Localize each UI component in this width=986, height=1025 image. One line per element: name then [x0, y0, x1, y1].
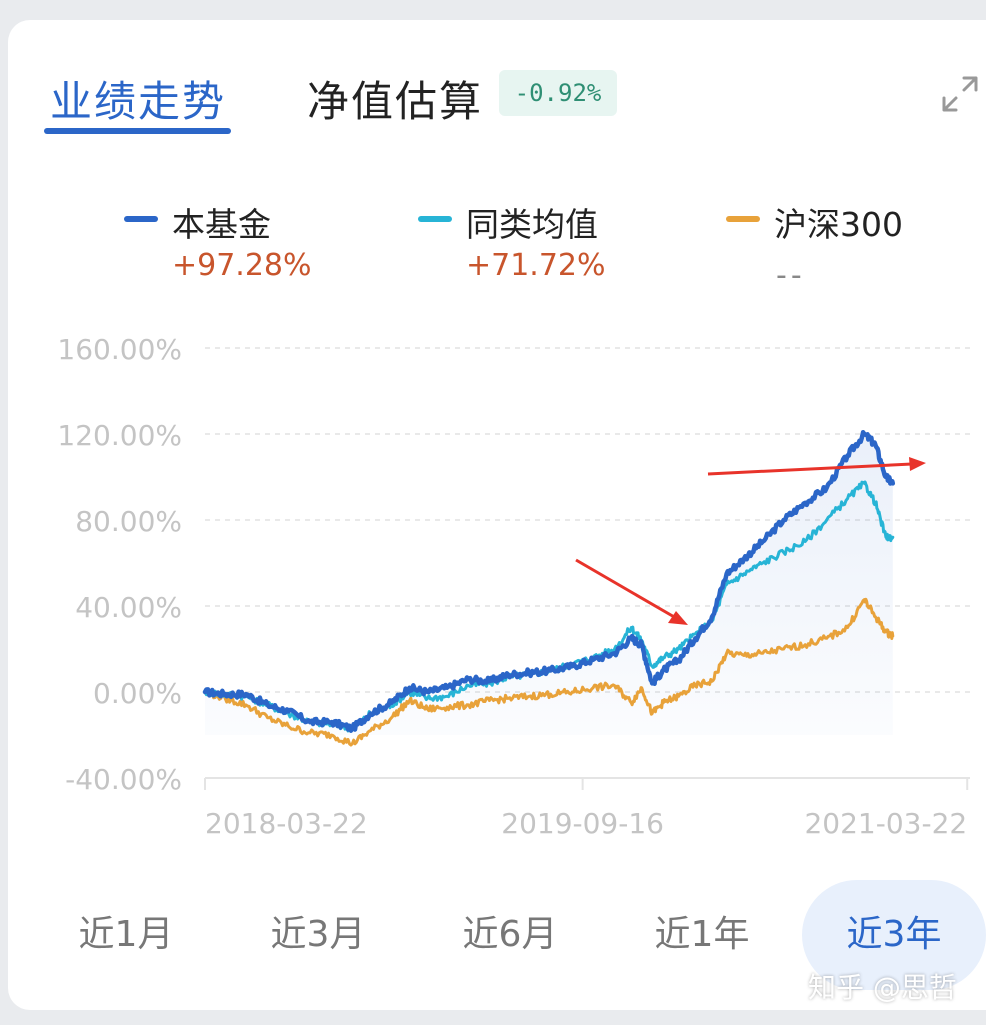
tab-performance[interactable]: 业绩走势 [50, 77, 227, 126]
y-tick-label: 40.00% [75, 591, 182, 624]
range-1-year-button[interactable]: 近1年 [654, 914, 750, 955]
legend-value-fund: +97.28% [172, 248, 312, 283]
y-tick-label: 120.00% [57, 419, 182, 452]
range-3-year-button[interactable]: 近3年 [802, 880, 986, 990]
legend-value-csi300: -- [776, 258, 806, 293]
fund-area-fill [205, 434, 893, 735]
legend-line-fund [124, 216, 158, 222]
series-line-csi300 [203, 597, 895, 747]
time-range-selector: 近1月 近3月 近6月 近1年 近3年 [0, 880, 986, 990]
y-tick-label: 0.00% [93, 677, 182, 710]
y-tick-label: 160.00% [57, 333, 182, 366]
y-tick-label: 80.00% [75, 505, 182, 538]
annotation-arrow-2 [707, 457, 926, 476]
legend-value-peer-average: +71.72% [466, 248, 606, 283]
estimate-change-badge: -0.92% [499, 70, 617, 116]
legend-line-csi300 [726, 216, 760, 222]
x-tick-label: 2021-03-22 [804, 807, 967, 840]
range-3-month-button[interactable]: 近3月 [270, 914, 366, 955]
legend-name-fund: 本基金 [172, 205, 271, 244]
performance-chart[interactable]: 160.00% 120.00% 80.00% 40.00% 0.00% -40.00% 20… [0, 320, 986, 860]
y-tick-label: -40.00% [65, 763, 182, 796]
tab-bar: 业绩走势 净值估算 -0.92% [0, 0, 986, 150]
expand-icon[interactable] [940, 74, 980, 114]
range-6-month-button[interactable]: 近6月 [462, 914, 558, 955]
annotation-arrow-1 [575, 558, 688, 625]
x-tick-label: 2018-03-22 [205, 807, 368, 840]
series-line-fund [202, 429, 896, 733]
tab-active-indicator [44, 128, 231, 134]
legend-name-csi300: 沪深300 [774, 205, 903, 244]
legend-name-peer-average: 同类均值 [466, 205, 598, 244]
x-tick-label: 2019-09-16 [501, 807, 664, 840]
legend-line-peer-average [418, 216, 452, 222]
tab-nav-estimate[interactable]: 净值估算 [307, 77, 484, 126]
range-1-month-button[interactable]: 近1月 [78, 914, 174, 955]
watermark: 知乎 @思哲 [808, 971, 957, 1004]
